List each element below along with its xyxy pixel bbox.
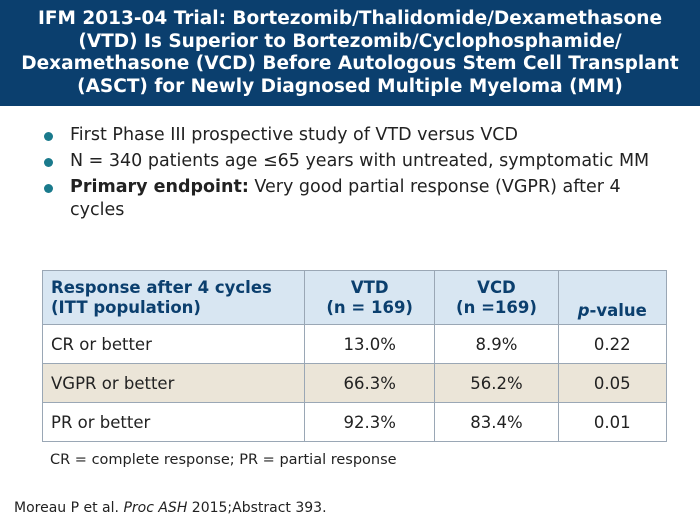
bullet-text: Very good partial response (VGPR) after … bbox=[70, 177, 621, 220]
header-pvalue-italic: p bbox=[577, 301, 590, 320]
cell-vcd: 83.4% bbox=[434, 402, 559, 442]
title-bar: IFM 2013-04 Trial: Bortezomib/Thalidomid… bbox=[0, 0, 700, 106]
header-response-line1: Response after 4 cycles bbox=[51, 277, 272, 297]
cell-vtd: 66.3% bbox=[303, 363, 436, 403]
header-vcd: VCD (n =169) bbox=[434, 270, 559, 325]
bullet-item: First Phase III prospective study of VTD… bbox=[44, 124, 664, 147]
bullet-text: First Phase III prospective study of VTD… bbox=[70, 125, 519, 145]
results-table: Response after 4 cycles (ITT population)… bbox=[42, 270, 668, 442]
cell-vtd: 92.3% bbox=[303, 402, 436, 442]
header-vtd-line1: VTD bbox=[350, 277, 389, 297]
header-vcd-line1: VCD bbox=[477, 277, 516, 297]
bullet-dot-icon bbox=[44, 158, 53, 167]
table-row: PR or better 92.3% 83.4% 0.01 bbox=[42, 402, 668, 442]
cell-pvalue: 0.05 bbox=[557, 363, 668, 403]
header-response-line2: (ITT population) bbox=[51, 297, 201, 317]
bullet-text: N = 340 patients age ≤65 years with untr… bbox=[70, 151, 650, 171]
cell-pvalue: 0.22 bbox=[557, 324, 668, 364]
header-pvalue: p-value bbox=[557, 270, 668, 325]
bullet-list: First Phase III prospective study of VTD… bbox=[44, 124, 664, 225]
table-header-row: Response after 4 cycles (ITT population)… bbox=[42, 270, 668, 325]
table-footnote: CR = complete response; PR = partial res… bbox=[50, 452, 397, 468]
cell-pvalue: 0.01 bbox=[557, 402, 668, 442]
cell-vcd: 8.9% bbox=[434, 324, 559, 364]
bullet-item: N = 340 patients age ≤65 years with untr… bbox=[44, 150, 664, 173]
row-label: PR or better bbox=[42, 402, 305, 442]
reference-rest: 2015;Abstract 393. bbox=[187, 500, 327, 516]
table-row: VGPR or better 66.3% 56.2% 0.05 bbox=[42, 363, 668, 403]
header-vtd-line2: (n = 169) bbox=[326, 297, 413, 317]
table-row: CR or better 13.0% 8.9% 0.22 bbox=[42, 324, 668, 364]
header-vcd-line2: (n =169) bbox=[456, 297, 537, 317]
reference-journal: Proc ASH bbox=[123, 500, 188, 516]
bullet-item: Primary endpoint: Very good partial resp… bbox=[44, 176, 664, 222]
header-pvalue-rest: -value bbox=[589, 301, 647, 320]
slide-title: IFM 2013-04 Trial: Bortezomib/Thalidomid… bbox=[21, 8, 679, 97]
header-vtd: VTD (n = 169) bbox=[303, 270, 436, 325]
bullet-dot-icon bbox=[44, 132, 53, 141]
bullet-dot-icon bbox=[44, 184, 53, 193]
row-label: VGPR or better bbox=[42, 363, 305, 403]
cell-vtd: 13.0% bbox=[303, 324, 436, 364]
header-response: Response after 4 cycles (ITT population) bbox=[42, 270, 305, 325]
bullet-bold: Primary endpoint: bbox=[70, 177, 249, 197]
reference-citation: Moreau P et al. Proc ASH 2015;Abstract 3… bbox=[14, 500, 327, 516]
reference-authors: Moreau P et al. bbox=[14, 500, 124, 516]
row-label: CR or better bbox=[42, 324, 305, 364]
cell-vcd: 56.2% bbox=[434, 363, 559, 403]
